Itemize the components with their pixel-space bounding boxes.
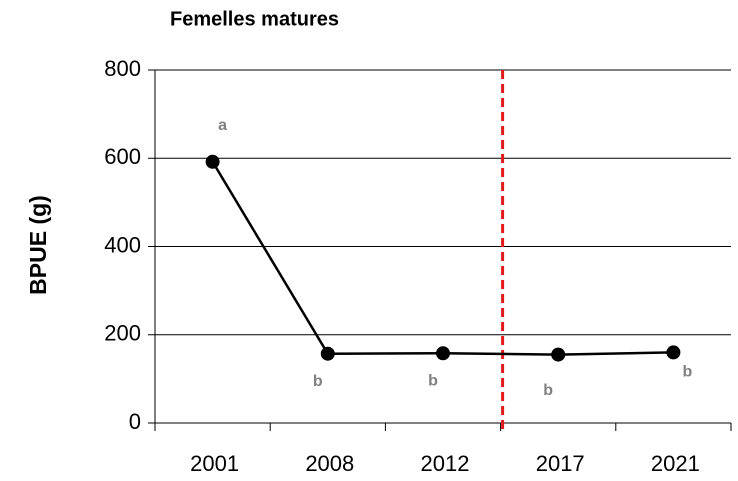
point-label: b	[683, 364, 693, 381]
point-label: b	[428, 373, 438, 390]
point-label: b	[543, 382, 553, 399]
y-tick-label: 800	[104, 56, 141, 81]
x-tick-label: 2017	[536, 451, 585, 476]
chart-title: Femelles matures	[170, 8, 339, 30]
point	[551, 347, 566, 362]
x-tick-label: 2012	[421, 451, 470, 476]
y-axis-label: BPUE (g)	[25, 195, 51, 295]
y-tick-label: 200	[104, 321, 141, 346]
x-tick-label: 2001	[190, 451, 239, 476]
y-tick-label: 600	[104, 144, 141, 169]
point	[320, 346, 335, 361]
point-label: a	[218, 117, 227, 134]
point	[205, 154, 220, 169]
point	[666, 345, 681, 360]
y-tick-label: 400	[104, 232, 141, 257]
x-tick-label: 2021	[651, 451, 700, 476]
point-label: b	[313, 373, 323, 390]
x-tick-label: 2008	[305, 451, 354, 476]
y-tick-label: 0	[129, 409, 141, 434]
line	[211, 161, 674, 356]
point	[436, 346, 450, 361]
